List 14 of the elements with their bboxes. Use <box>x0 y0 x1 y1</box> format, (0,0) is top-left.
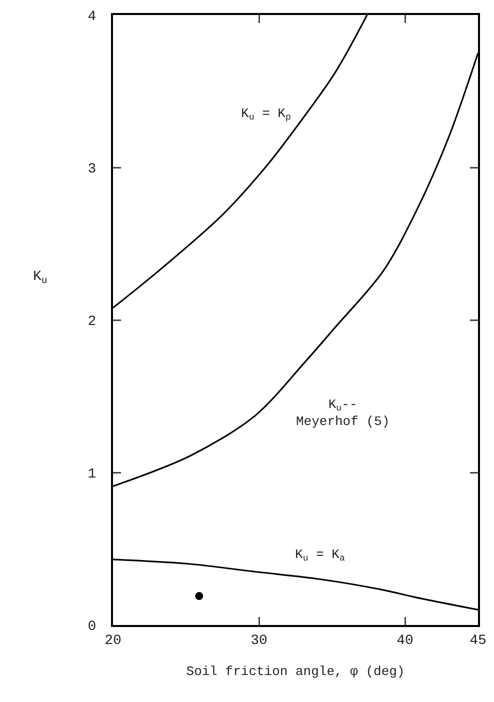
y-tick-label: 2 <box>88 314 96 330</box>
x-tick-label: 40 <box>396 632 414 649</box>
x-axis-title: Soil friction angle, φ (deg) <box>186 664 405 679</box>
x-tick-label: 30 <box>250 632 268 649</box>
x-tick-label: 45 <box>470 632 486 649</box>
y-tick-label: 4 <box>88 8 96 25</box>
y-tick-label: 0 <box>88 618 96 635</box>
series-label: K$_{u}$-- Meyerhof (5) <box>296 397 390 429</box>
y-axis-title: K$_{u}$ <box>33 269 48 286</box>
x-tick-label: 20 <box>104 632 122 649</box>
series-label: K$_{u}$ = K$_{p}$ <box>241 106 291 123</box>
series-label: K$_{u}$ = K$_{a}$ <box>295 547 346 564</box>
y-tick-label: 3 <box>88 161 96 178</box>
y-tick-label: 1 <box>88 466 96 482</box>
